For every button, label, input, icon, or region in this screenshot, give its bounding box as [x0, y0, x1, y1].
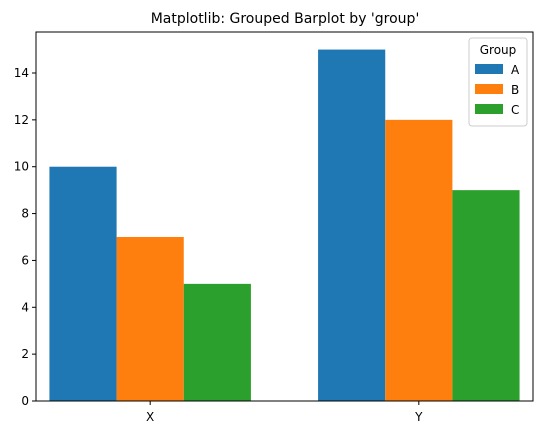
bar-a-y: [318, 49, 386, 401]
bar-a-x: [49, 166, 117, 401]
y-tick-label: 6: [21, 253, 29, 267]
y-tick-label: 12: [14, 113, 29, 127]
y-tick-label: 2: [21, 347, 29, 361]
legend: Group ABC: [468, 37, 528, 127]
y-tick-label: 10: [14, 160, 29, 174]
y-tick-label: 4: [21, 300, 29, 314]
y-tick-label: 8: [21, 207, 29, 221]
bar-c-x: [183, 283, 251, 401]
legend-label-b: B: [511, 83, 519, 97]
legend-swatch-a: [475, 64, 503, 74]
y-tick-label: 0: [21, 394, 29, 408]
bar-c-y: [452, 190, 520, 401]
legend-label-a: A: [511, 63, 520, 77]
legend-swatch-c: [475, 104, 503, 114]
x-tick-label: Y: [414, 410, 423, 424]
bar-b-y: [385, 119, 453, 401]
plot-frame: [35, 31, 534, 402]
y-tick-label: 14: [14, 66, 29, 80]
legend-swatch-b: [475, 84, 503, 94]
y-axis: 0 2 4 6 8 10 12 14: [14, 66, 36, 408]
legend-title: Group: [480, 43, 517, 57]
bars-layer: [49, 49, 520, 401]
bar-b-x: [116, 237, 184, 401]
chart-title: Matplotlib: Grouped Barplot by 'group': [151, 11, 420, 27]
x-tick-label: X: [146, 410, 154, 424]
legend-label-c: C: [511, 103, 519, 117]
